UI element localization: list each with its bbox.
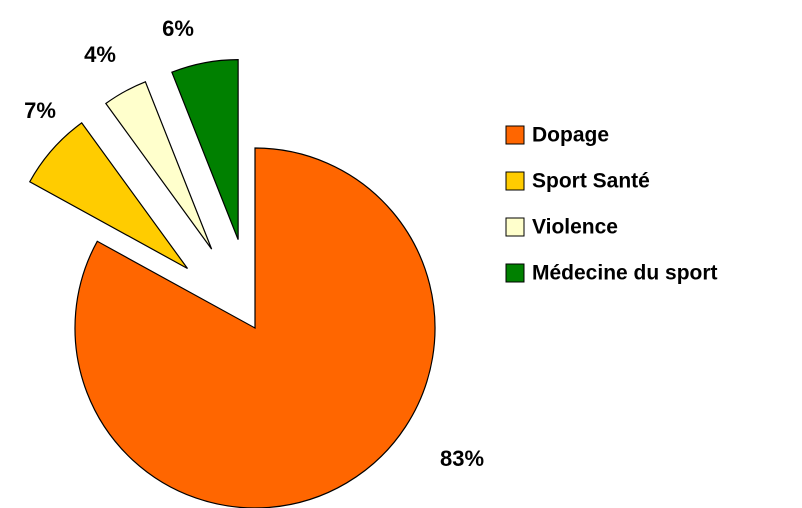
legend-label: Violence	[532, 216, 618, 239]
legend-label: Dopage	[532, 124, 609, 147]
legend-swatch	[505, 217, 525, 237]
data-label: 7%	[24, 98, 56, 123]
pie-slice	[171, 58, 239, 240]
legend-swatch	[505, 171, 525, 191]
pie-slice	[74, 147, 436, 508]
data-label: 4%	[84, 42, 116, 67]
data-label: 83%	[440, 446, 484, 471]
legend-label: Sport Santé	[532, 170, 650, 193]
legend-swatch	[505, 263, 525, 283]
pie-slice	[28, 122, 188, 270]
data-label: 6%	[162, 16, 194, 41]
legend-label: Médecine du sport	[532, 262, 718, 285]
pie-slice	[105, 80, 213, 250]
legend-swatch	[505, 125, 525, 145]
